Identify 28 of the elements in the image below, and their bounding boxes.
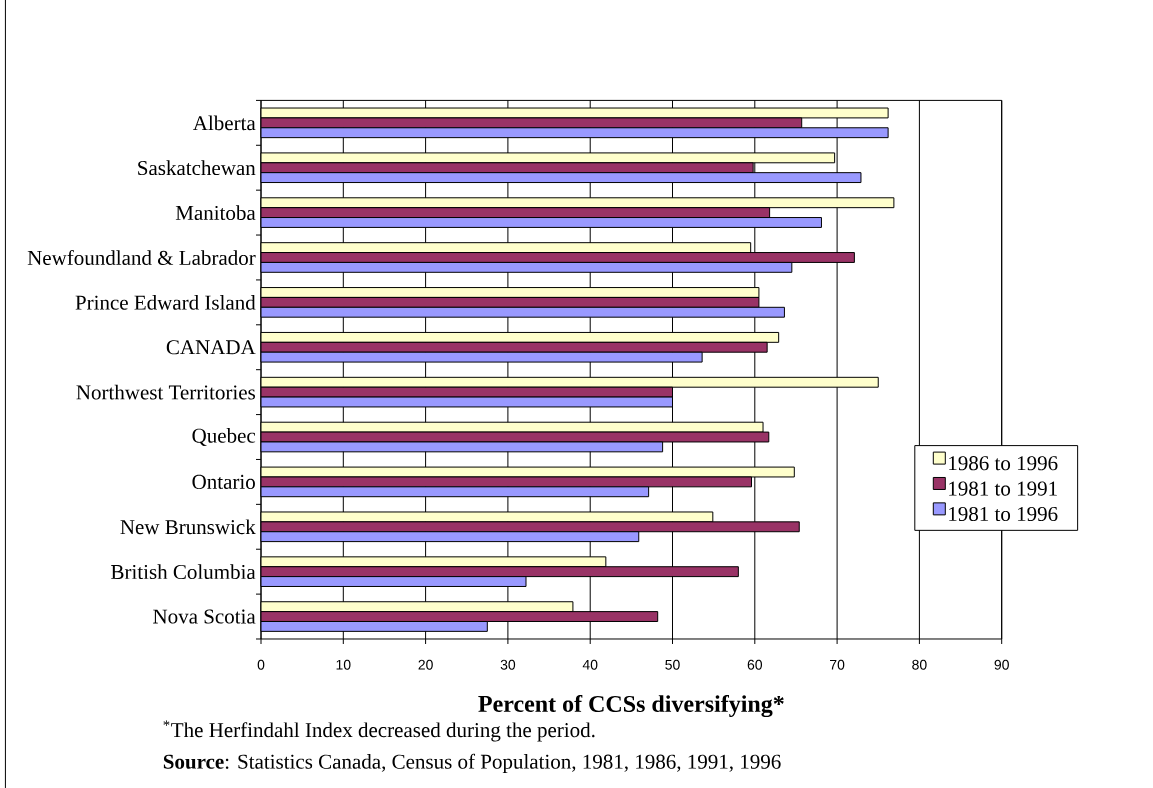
legend-label: 1981 to 1996 — [949, 506, 1058, 522]
y-tick-label: Quebec — [192, 428, 256, 447]
text: Source: Statistics Canada, Census of Population, 1981, 1986, 1991, 1996 — [163, 753, 781, 774]
y-tick-label: Ontario — [192, 474, 255, 489]
y-tick-label: Manitoba — [175, 205, 256, 220]
x-tick-label: 10 — [336, 659, 351, 670]
x-tick-label: 40 — [582, 659, 598, 670]
x-tick-label: 60 — [747, 659, 763, 670]
y-tick-label: Prince Edward Island — [75, 294, 256, 310]
x-tick-label: 30 — [500, 659, 516, 670]
x-tick-label: 90 — [994, 659, 1009, 670]
legend-label: 1981 to 1991 — [949, 481, 1057, 496]
y-tick-label: Nova Scotia — [153, 609, 256, 624]
x-axis-title: Percent of CCSs diversifying* — [478, 694, 784, 718]
y-tick-label: Alberta — [192, 115, 256, 131]
y-tick-label: CANADA — [166, 340, 256, 355]
x-tick-label: 20 — [418, 659, 433, 670]
x-tick-label: 70 — [830, 659, 845, 670]
legend-label: 1986 to 1996 — [949, 456, 1058, 471]
x-tick-label: 0 — [257, 659, 265, 670]
x-tick-label: 80 — [912, 659, 927, 670]
y-tick-label: New Brunswick — [120, 519, 256, 535]
y-tick-label: Northwest Territories — [76, 384, 255, 400]
y-tick-label: Saskatchewan — [138, 160, 256, 176]
y-tick-label: British Columbia — [111, 564, 256, 580]
x-tick-label: 50 — [665, 659, 680, 670]
y-tick-label: Newfoundland & Labrador — [27, 249, 256, 265]
text: $^{*}$The Herfindahl Index decreased during the period. — [163, 720, 595, 742]
